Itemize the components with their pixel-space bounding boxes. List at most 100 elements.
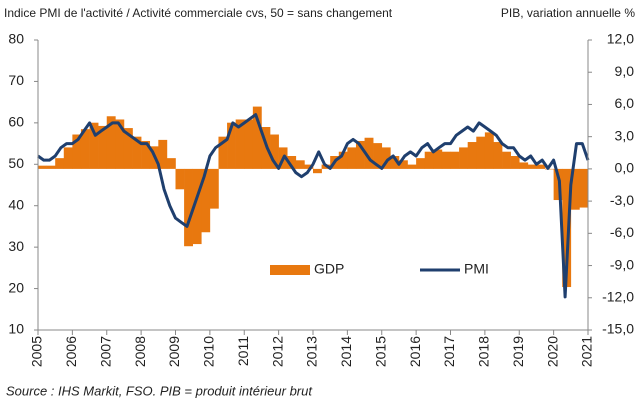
bar [115, 119, 125, 169]
bar [519, 162, 529, 169]
y2-tick-label: 12,0 [607, 31, 634, 47]
bar [218, 136, 228, 169]
bar [364, 137, 374, 169]
x-tick-label: 2018 [476, 336, 492, 367]
y2-tick-label: 0,0 [615, 160, 635, 176]
y2-axis-title: PIB, variation annuelle % [501, 6, 635, 20]
bar [502, 151, 511, 169]
x-tick-label: 2010 [201, 336, 217, 367]
legend-label: PMI [464, 261, 489, 277]
y2-tick-label: -12,0 [602, 288, 634, 304]
bar [132, 136, 142, 169]
legend-swatch [270, 265, 310, 275]
bar [545, 168, 554, 170]
y2-tick-label: -6,0 [610, 224, 634, 240]
bar [536, 164, 546, 169]
chart-title: Indice PMI de l'activité / Activité comm… [4, 6, 393, 20]
bar [295, 160, 305, 169]
bar [98, 125, 108, 169]
bar [484, 132, 494, 169]
y-tick-label: 60 [8, 114, 24, 130]
y2-tick-label: 3,0 [615, 127, 635, 143]
bar [441, 151, 451, 169]
x-tick-label: 2014 [338, 336, 354, 367]
y-tick-label: 40 [8, 196, 24, 212]
bar [46, 165, 56, 169]
legend-label: GDP [314, 261, 344, 277]
bar [38, 165, 47, 169]
y-tick-label: 10 [8, 321, 24, 337]
bar [63, 147, 73, 169]
x-tick-label: 2015 [372, 336, 388, 367]
bar [158, 139, 168, 169]
x-tick-label: 2012 [269, 336, 285, 367]
bar [407, 164, 417, 169]
bar [527, 164, 537, 169]
y-tick-label: 30 [8, 238, 24, 254]
x-tick-label: 2016 [407, 336, 423, 367]
bar [227, 122, 236, 169]
x-tick-label: 2009 [166, 336, 182, 367]
bar [381, 147, 391, 169]
y-tick-label: 70 [8, 72, 24, 88]
bar [562, 168, 572, 288]
bar [579, 168, 589, 208]
x-tick-label: 2011 [235, 336, 251, 366]
bar [433, 149, 443, 169]
bar [476, 136, 486, 169]
y-tick-label: 20 [8, 279, 24, 295]
y2-tick-label: -3,0 [610, 192, 634, 208]
bar [553, 168, 563, 201]
bar [450, 151, 460, 169]
bar [313, 168, 322, 174]
bar [123, 128, 133, 169]
bar [570, 168, 580, 210]
y2-tick-label: 9,0 [615, 63, 635, 79]
bar [89, 122, 99, 169]
bar [201, 168, 211, 233]
y2-tick-label: -15,0 [602, 321, 634, 337]
y-tick-label: 50 [8, 155, 24, 171]
bar [424, 151, 434, 169]
x-tick-label: 2017 [441, 336, 457, 367]
bar [106, 116, 116, 169]
bar [510, 156, 520, 169]
bar [80, 129, 90, 169]
x-tick-label: 2020 [544, 336, 560, 367]
bar [493, 142, 503, 169]
x-tick-label: 2007 [97, 336, 113, 367]
bar [235, 119, 245, 169]
bar [373, 143, 383, 169]
bar [252, 106, 262, 169]
y2-tick-label: -9,0 [610, 256, 634, 272]
x-tick-label: 2008 [132, 336, 148, 367]
bar [55, 158, 65, 169]
bar [72, 134, 82, 169]
x-tick-label: 2005 [29, 336, 45, 367]
bar [192, 168, 202, 245]
bar [304, 164, 314, 169]
x-tick-label: 2013 [304, 336, 320, 367]
source-note: Source : IHS Markit, FSO. PIB = produit … [6, 383, 313, 398]
pmi-line [37, 113, 590, 299]
bar [347, 147, 357, 169]
bar [166, 158, 176, 169]
bar [459, 147, 468, 169]
bar [209, 168, 219, 209]
bar [338, 151, 348, 169]
bar [184, 168, 193, 247]
x-tick-label: 2021 [579, 336, 595, 367]
bar [141, 140, 151, 169]
bar [355, 140, 365, 169]
bar [390, 156, 400, 169]
bar [175, 168, 185, 190]
bar [244, 119, 254, 169]
bar [416, 158, 426, 169]
bar [398, 160, 408, 169]
x-tick-label: 2019 [510, 336, 526, 367]
y2-tick-label: 6,0 [615, 95, 635, 111]
bar [287, 156, 297, 169]
bar [467, 142, 477, 169]
y-tick-label: 80 [8, 31, 24, 47]
